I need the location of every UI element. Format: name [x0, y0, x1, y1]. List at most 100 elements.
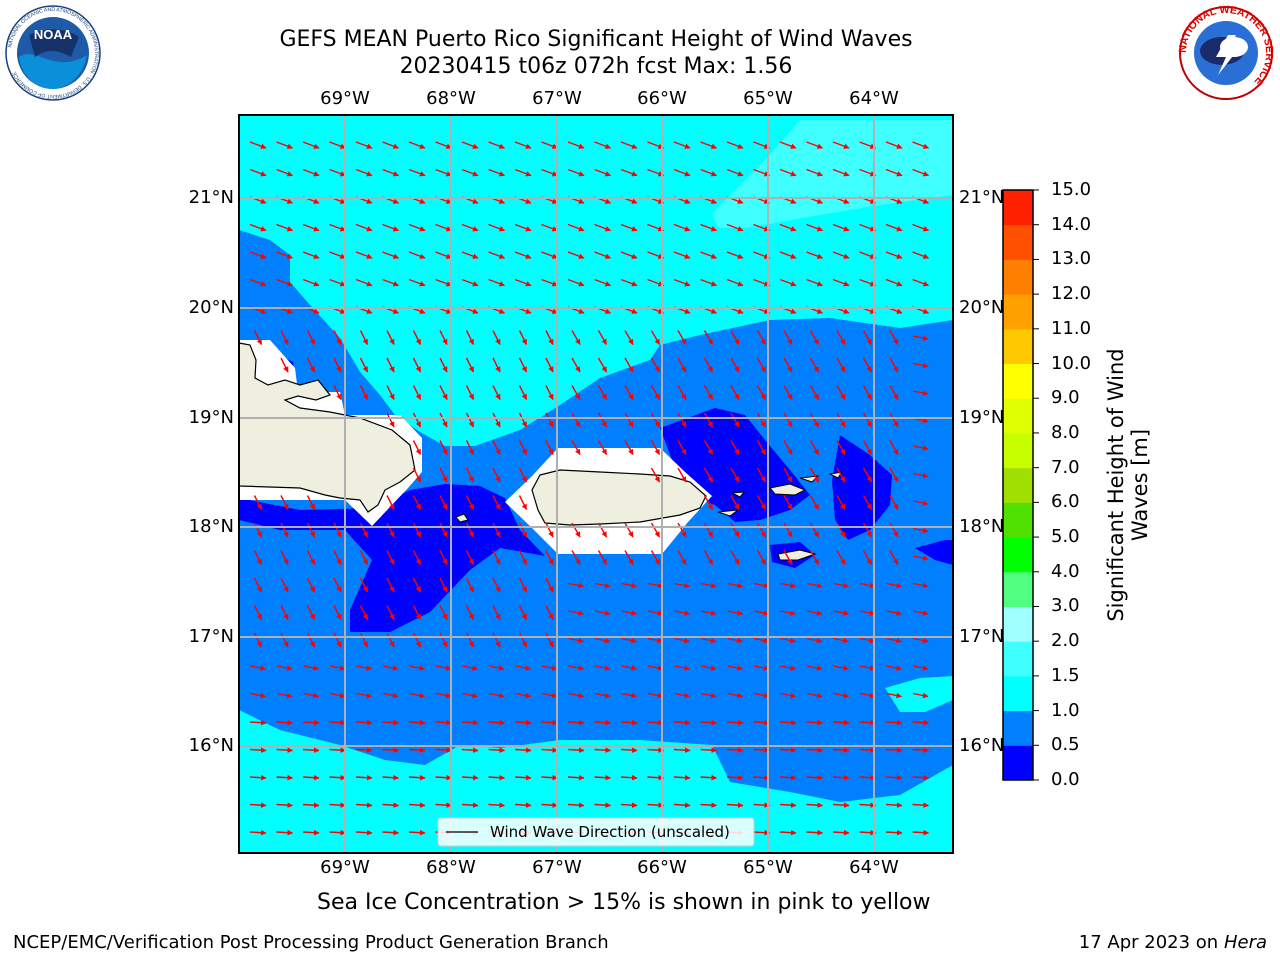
wind-vector-arrow	[435, 141, 453, 149]
wind-vector-arrow	[597, 412, 608, 428]
wind-vector-arrow	[545, 330, 554, 346]
wind-vector-arrow	[276, 223, 294, 232]
colorbar-level-label: 10.0	[1051, 352, 1092, 374]
wind-vector-arrow	[382, 278, 400, 287]
wind-vector-arrow	[302, 719, 320, 726]
wind-vector-arrow	[306, 495, 316, 511]
wind-vector-arrow	[329, 774, 347, 781]
wind-vector-arrow	[677, 412, 687, 428]
wind-vector-arrow	[518, 495, 528, 511]
wind-vector-arrow	[912, 610, 929, 616]
wind-vector-arrow	[756, 357, 767, 373]
chart-subtitle: 20230415 t06z 072h fcst Max: 1.56	[399, 54, 793, 79]
wind-vector-arrow	[809, 522, 820, 538]
wind-vector-arrow	[859, 582, 876, 589]
wind-vector-arrow	[567, 802, 585, 808]
wind-vector-arrow	[597, 550, 608, 565]
wind-vector-arrow	[541, 692, 558, 699]
wind-vector-arrow	[889, 412, 899, 428]
wind-vector-arrow	[912, 335, 929, 341]
wind-vector-arrow	[386, 412, 395, 428]
wind-vector-arrow	[727, 692, 744, 699]
wind-vector-arrow	[276, 168, 294, 177]
colorbar-segment	[1003, 190, 1033, 226]
wind-vector-arrow	[306, 550, 316, 566]
wind-vector-arrow	[647, 610, 664, 616]
wind-vector-arrow	[488, 747, 506, 753]
wind-vector-arrow	[650, 550, 661, 565]
wind-vector-arrow	[886, 610, 903, 616]
wind-vector-arrow	[753, 692, 770, 699]
footer-left: NCEP/EMC/Verification Post Processing Pr…	[13, 932, 609, 953]
wind-vector-arrow	[783, 357, 793, 373]
wind-vector-arrow	[594, 610, 611, 616]
wind-vector-arrow	[594, 719, 612, 726]
lon-tick-top: 66°W	[637, 88, 687, 109]
wind-vector-arrow	[700, 692, 717, 699]
wind-vector-arrow	[700, 774, 718, 781]
colorbar-segment	[1003, 224, 1033, 260]
wind-vector-arrow	[806, 223, 824, 232]
wind-vector-arrow	[889, 467, 899, 483]
wind-vector-arrow	[783, 495, 793, 510]
wind-vector-arrow	[439, 412, 448, 428]
wind-vector-arrow	[518, 467, 528, 483]
wind-vector-arrow	[412, 440, 422, 456]
wind-vector-arrow	[435, 802, 453, 808]
wind-vector-arrow	[356, 692, 373, 699]
wind-vector-arrow	[382, 692, 399, 699]
wind-vector-arrow	[541, 141, 559, 149]
wind-vector-arrow	[545, 385, 554, 401]
wind-vector-arrow	[382, 719, 400, 726]
wind-vector-arrow	[647, 637, 664, 644]
wind-vector-arrow	[488, 802, 506, 808]
lon-tick-bottom: 64°W	[849, 857, 899, 878]
wind-vector-arrow	[492, 412, 501, 428]
wind-vector-arrow	[756, 412, 767, 428]
wind-vector-arrow	[439, 385, 448, 401]
wind-vector-arrow	[329, 168, 347, 177]
wind-vector-arrow	[673, 774, 691, 781]
wind-vector-arrow	[355, 251, 373, 259]
wind-vector-arrow	[753, 168, 771, 177]
wind-vector-arrow	[809, 550, 820, 565]
colorbar-frame	[1002, 189, 1034, 781]
wind-vector-arrow	[912, 774, 930, 781]
wind-vector-arrow	[806, 168, 824, 177]
wind-vector-arrow	[597, 357, 608, 373]
wind-vector-arrow	[700, 719, 718, 726]
wind-vector-arrow	[518, 522, 528, 538]
wind-vector-arrow	[412, 467, 422, 483]
wind-vector-arrow	[780, 610, 797, 616]
wind-vector-arrow	[779, 141, 797, 149]
wind-vector-arrow	[514, 278, 532, 287]
wind-vector-arrow	[249, 168, 267, 177]
colorbar-level-label: 15.0	[1051, 179, 1092, 200]
wind-vector-arrow	[408, 802, 426, 808]
wind-vector-arrow	[541, 719, 559, 726]
wind-vector-arrow	[329, 747, 347, 753]
wind-vector-arrow	[382, 168, 400, 177]
wind-vector-arrow	[333, 522, 342, 538]
wind-vector-arrow	[382, 829, 400, 836]
wind-vector-arrow	[329, 719, 347, 726]
wind-vector-arrow	[885, 141, 903, 149]
wind-vector-arrow	[571, 522, 581, 538]
wind-vector-arrow	[492, 577, 501, 593]
nws-logo: NATIONAL WEATHER SERVICE	[1177, 4, 1275, 101]
wind-vector-arrow	[912, 527, 929, 534]
wind-vector-arrow	[912, 747, 930, 753]
wind-vector-arrow	[408, 719, 426, 726]
colorbar-level-label: 14.0	[1051, 213, 1092, 235]
colorbar-level-label: 12.0	[1051, 283, 1092, 305]
wind-vector-arrow	[386, 357, 395, 373]
wind-vector-arrow	[730, 330, 740, 345]
wind-vector-arrow	[382, 774, 400, 781]
wind-vector-arrow	[461, 802, 479, 808]
wind-vector-arrow	[435, 774, 453, 781]
lon-tick-top: 67°W	[532, 88, 582, 109]
wind-vector-arrow	[280, 632, 289, 648]
lat-tick-right: 20°N	[959, 297, 1005, 318]
colorbar-segment	[1003, 398, 1033, 434]
wind-vector-arrow	[333, 550, 342, 566]
